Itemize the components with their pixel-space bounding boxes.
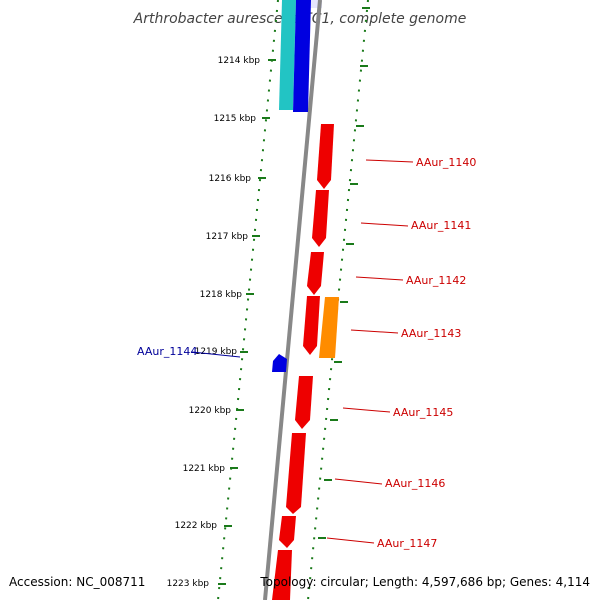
gene-aaur-1144[interactable] bbox=[272, 354, 287, 372]
leader-lines bbox=[326, 159, 414, 544]
gene-label-aaur-1147[interactable]: AAur_1147 bbox=[377, 537, 437, 550]
accession-text: Accession: NC_008711 bbox=[9, 575, 145, 589]
scale-label: 1223 kbp bbox=[167, 579, 210, 589]
gene-label-aaur-1145[interactable]: AAur_1145 bbox=[393, 406, 453, 419]
leader-line bbox=[342, 407, 391, 413]
gene-aaur-1143[interactable] bbox=[303, 296, 320, 355]
scale-label: 1219 kbp bbox=[195, 347, 238, 357]
gene-feature-blue[interactable] bbox=[293, 0, 311, 112]
scale-label: 1218 kbp bbox=[200, 290, 243, 300]
gene-label-aaur-1140[interactable]: AAur_1140 bbox=[416, 156, 476, 169]
scale-label: 1222 kbp bbox=[175, 521, 218, 531]
leader-line-aaur-1144 bbox=[191, 351, 241, 358]
inner-major-ticks bbox=[218, 59, 276, 585]
gene-feature-orange[interactable] bbox=[319, 297, 339, 358]
leader-line bbox=[365, 159, 414, 163]
outer-major-ticks bbox=[318, 7, 370, 539]
inner-tick-track bbox=[217, 0, 279, 600]
gene-aaur-1142[interactable] bbox=[307, 252, 324, 295]
scale-label: 1215 kbp bbox=[214, 114, 257, 124]
leader-line bbox=[350, 329, 399, 334]
gene-labels: AAur_1140 AAur_1141 AAur_1142 AAur_1143 … bbox=[137, 156, 476, 550]
gene-label-aaur-1142[interactable]: AAur_1142 bbox=[406, 274, 466, 287]
scale-label: 1217 kbp bbox=[206, 232, 249, 242]
scale-label: 1216 kbp bbox=[209, 174, 252, 184]
scale-label: 1221 kbp bbox=[183, 464, 226, 474]
gene-label-aaur-1141[interactable]: AAur_1141 bbox=[411, 219, 471, 232]
leader-line bbox=[334, 478, 383, 485]
gene-aaur-1145[interactable] bbox=[295, 376, 313, 429]
genome-backbone bbox=[263, 0, 322, 600]
gene-label-aaur-1144[interactable]: AAur_1144 bbox=[137, 345, 197, 358]
gene-aaur-1147[interactable] bbox=[279, 516, 296, 548]
leader-line bbox=[355, 276, 404, 281]
gene-aaur-1141[interactable] bbox=[312, 190, 329, 247]
gene-feature-cyan[interactable] bbox=[279, 0, 296, 110]
scale-label: 1214 kbp bbox=[218, 56, 261, 66]
gene-label-aaur-1146[interactable]: AAur_1146 bbox=[385, 477, 445, 490]
scale-label: 1220 kbp bbox=[189, 406, 232, 416]
topology-text: Topology: circular; Length: 4,597,686 bp… bbox=[259, 575, 590, 589]
scale-labels: 1214 kbp 1215 kbp 1216 kbp 1217 kbp 1218… bbox=[167, 56, 261, 589]
gene-label-aaur-1143[interactable]: AAur_1143 bbox=[401, 327, 461, 340]
leader-line bbox=[360, 222, 409, 227]
gene-aaur-1146[interactable] bbox=[286, 433, 306, 514]
leader-line bbox=[326, 537, 375, 544]
gene-aaur-1140[interactable] bbox=[317, 124, 334, 189]
gene-feature-red[interactable] bbox=[272, 550, 292, 600]
